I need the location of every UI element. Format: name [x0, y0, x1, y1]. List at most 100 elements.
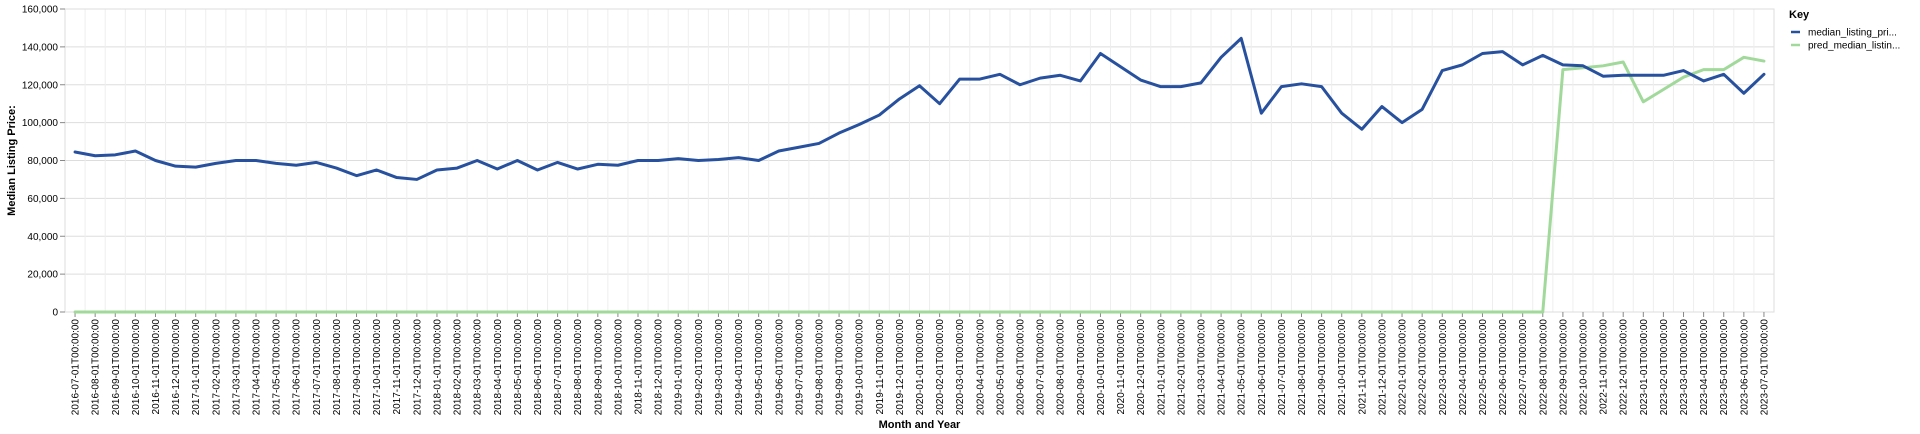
x-tick-label: 2019-05-01T00:00:00 [754, 319, 765, 416]
x-tick-label: 2021-06-01T00:00:00 [1257, 319, 1268, 416]
x-tick-label: 2016-12-01T00:00:00 [171, 319, 182, 416]
x-tick-label: 2020-07-01T00:00:00 [1036, 319, 1047, 416]
x-tick-label: 2017-07-01T00:00:00 [312, 319, 323, 416]
x-tick-label: 2022-12-01T00:00:00 [1619, 319, 1630, 416]
x-tick-label: 2018-04-01T00:00:00 [493, 319, 504, 416]
x-tick-label: 2022-03-01T00:00:00 [1438, 319, 1449, 416]
x-tick-label: 2023-06-01T00:00:00 [1739, 319, 1750, 416]
x-tick-label: 2018-01-01T00:00:00 [432, 319, 443, 416]
x-tick-label: 2020-12-01T00:00:00 [1136, 319, 1147, 416]
y-tick-label: 160,000 [22, 5, 59, 16]
x-tick-label: 2022-11-01T00:00:00 [1599, 319, 1610, 415]
series-line-1 [73, 36, 1766, 181]
x-tick-label: 2022-05-01T00:00:00 [1478, 319, 1489, 416]
x-tick-label: 2021-08-01T00:00:00 [1297, 319, 1308, 416]
x-tick-label: 2018-06-01T00:00:00 [533, 319, 544, 416]
x-tick-label: 2018-03-01T00:00:00 [473, 319, 484, 416]
x-tick-label: 2016-08-01T00:00:00 [91, 319, 102, 416]
y-axis-ticks: 0 20,000 40,000 60,000 80,000 100,000 120,000 1… [22, 5, 65, 319]
x-tick-label: 2017-11-01T00:00:00 [392, 319, 403, 415]
x-tick-label: 2020-08-01T00:00:00 [1056, 319, 1067, 416]
x-tick-label: 2019-07-01T00:00:00 [794, 319, 805, 416]
x-tick-label: 2018-09-01T00:00:00 [593, 319, 604, 416]
x-tick-label: 2022-01-01T00:00:00 [1398, 319, 1409, 416]
x-tick-label: 2022-10-01T00:00:00 [1578, 319, 1589, 416]
x-tick-label: 2016-07-01T00:00:00 [71, 319, 82, 416]
x-tick-label: 2020-10-01T00:00:00 [1096, 319, 1107, 416]
x-tick-label: 2023-02-01T00:00:00 [1659, 319, 1670, 416]
x-tick-label: 2023-03-01T00:00:00 [1679, 319, 1690, 416]
x-tick-label: 2021-10-01T00:00:00 [1337, 319, 1348, 416]
x-tick-label: 2016-09-01T00:00:00 [111, 319, 122, 416]
x-tick-label: 2019-04-01T00:00:00 [734, 319, 745, 416]
x-axis-title: Month and Year [879, 419, 961, 431]
x-tick-label: 2022-02-01T00:00:00 [1418, 319, 1429, 416]
x-tick-label: 2018-12-01T00:00:00 [654, 319, 665, 416]
x-tick-label: 2017-06-01T00:00:00 [292, 319, 303, 416]
x-tick-label: 2018-11-01T00:00:00 [634, 319, 645, 415]
x-tick-label: 2018-10-01T00:00:00 [613, 319, 624, 416]
x-tick-label: 2017-10-01T00:00:00 [372, 319, 383, 416]
x-tick-label: 2017-12-01T00:00:00 [412, 319, 423, 416]
y-tick-label: 60,000 [27, 194, 58, 205]
x-tick-label: 2021-11-01T00:00:00 [1357, 319, 1368, 415]
x-tick-label: 2018-05-01T00:00:00 [513, 319, 524, 416]
legend-label: pred_median_listin... [1808, 41, 1900, 52]
x-tick-label: 2021-12-01T00:00:00 [1377, 319, 1388, 416]
x-tick-label: 2020-11-01T00:00:00 [1116, 319, 1127, 415]
y-tick-label: 40,000 [27, 232, 58, 243]
x-tick-label: 2019-11-01T00:00:00 [875, 319, 886, 415]
x-tick-label: 2021-04-01T00:00:00 [1217, 319, 1228, 416]
x-tick-label: 2020-06-01T00:00:00 [1016, 319, 1027, 416]
x-tick-label: 2023-01-01T00:00:00 [1639, 319, 1650, 416]
x-tick-label: 2022-07-01T00:00:00 [1518, 319, 1529, 416]
series-line-2 [73, 55, 1766, 314]
y-tick-label: 80,000 [27, 156, 58, 167]
y-tick-label: 120,000 [22, 80, 59, 91]
x-tick-label: 2019-06-01T00:00:00 [774, 319, 785, 416]
x-tick-label: 2016-11-01T00:00:00 [151, 319, 162, 415]
y-tick-label: 20,000 [27, 270, 58, 281]
x-tick-label: 2022-09-01T00:00:00 [1558, 319, 1569, 416]
x-tick-label: 2022-06-01T00:00:00 [1498, 319, 1509, 416]
x-tick-label: 2020-02-01T00:00:00 [935, 319, 946, 416]
x-tick-label: 2020-04-01T00:00:00 [975, 319, 986, 416]
x-tick-label: 2017-01-01T00:00:00 [191, 319, 202, 416]
x-tick-label: 2023-04-01T00:00:00 [1699, 319, 1710, 416]
legend: Key median_listing_pri... pred_median_lis… [1789, 9, 1900, 52]
x-tick-label: 2019-03-01T00:00:00 [714, 319, 725, 416]
x-tick-label: 2019-01-01T00:00:00 [674, 319, 685, 416]
x-tick-label: 2017-05-01T00:00:00 [272, 319, 283, 416]
x-tick-label: 2021-07-01T00:00:00 [1277, 319, 1288, 416]
x-tick-label: 2018-08-01T00:00:00 [573, 319, 584, 416]
x-tick-label: 2022-04-01T00:00:00 [1458, 319, 1469, 416]
legend-label: median_listing_pri... [1808, 28, 1897, 39]
x-tick-label: 2020-05-01T00:00:00 [995, 319, 1006, 416]
x-tick-label: 2019-09-01T00:00:00 [835, 319, 846, 416]
x-tick-label: 2017-03-01T00:00:00 [231, 319, 242, 416]
x-tick-label: 2021-02-01T00:00:00 [1176, 319, 1187, 416]
x-tick-label: 2019-08-01T00:00:00 [814, 319, 825, 416]
x-tick-label: 2023-05-01T00:00:00 [1719, 319, 1730, 416]
x-tick-label: 2018-02-01T00:00:00 [453, 319, 464, 416]
x-tick-label: 2022-08-01T00:00:00 [1538, 319, 1549, 416]
x-tick-label: 2017-09-01T00:00:00 [352, 319, 363, 416]
y-axis-title: Median Listing Price: [6, 105, 18, 216]
x-tick-label: 2017-04-01T00:00:00 [252, 319, 263, 416]
legend-title: Key [1789, 9, 1810, 21]
x-tick-label: 2019-02-01T00:00:00 [694, 319, 705, 416]
x-tick-label: 2017-02-01T00:00:00 [211, 319, 222, 416]
y-tick-label: 0 [52, 308, 58, 319]
x-tick-label: 2018-07-01T00:00:00 [553, 319, 564, 416]
x-tick-label: 2021-05-01T00:00:00 [1237, 319, 1248, 416]
x-tick-label: 2016-10-01T00:00:00 [131, 319, 142, 416]
y-tick-label: 140,000 [22, 42, 59, 53]
x-tick-label: 2021-03-01T00:00:00 [1196, 319, 1207, 416]
series-lines [73, 36, 1766, 314]
x-axis-ticks: 2016-07-01T00:00:00 2016-08-01T00:00:00 20… [71, 312, 1770, 416]
x-tick-label: 2017-08-01T00:00:00 [332, 319, 343, 416]
x-tick-label: 2019-10-01T00:00:00 [855, 319, 866, 416]
x-tick-label: 2023-07-01T00:00:00 [1759, 319, 1770, 416]
